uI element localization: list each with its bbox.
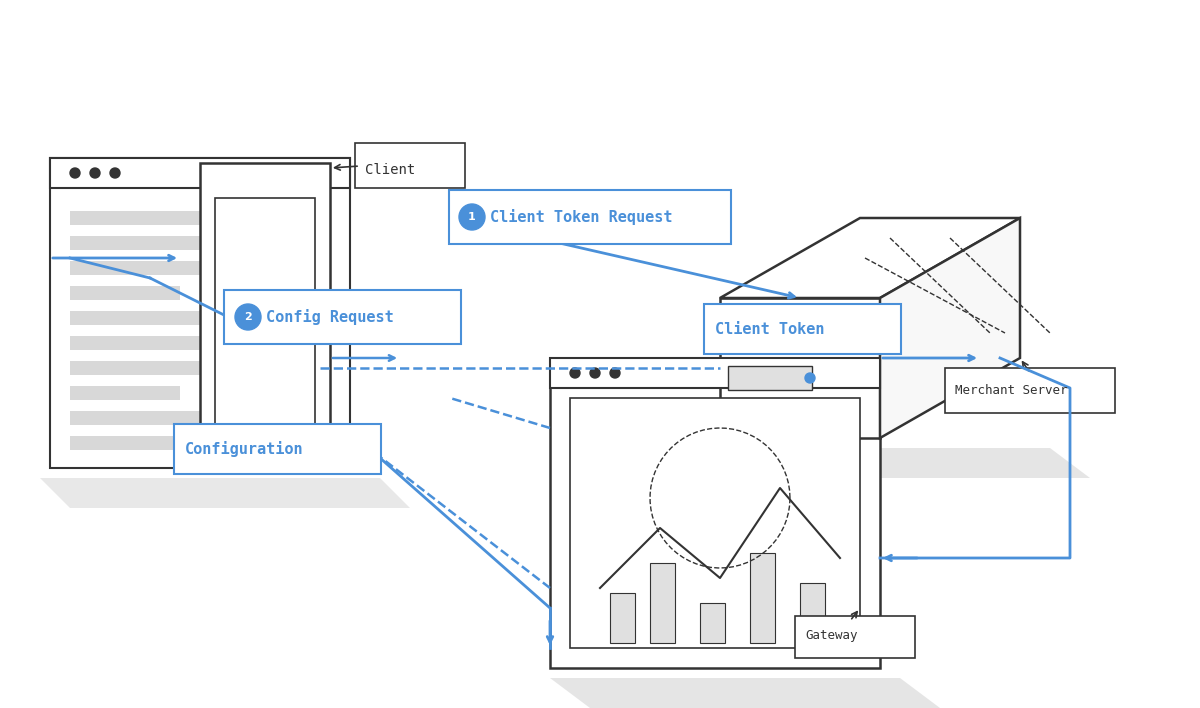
Polygon shape <box>70 286 180 300</box>
Text: Config Request: Config Request <box>266 309 394 325</box>
Polygon shape <box>800 583 826 643</box>
Circle shape <box>235 304 262 330</box>
Polygon shape <box>70 311 250 325</box>
Circle shape <box>257 448 274 464</box>
Text: Client: Client <box>365 163 415 177</box>
Polygon shape <box>550 678 940 708</box>
Polygon shape <box>550 358 880 388</box>
Polygon shape <box>70 261 250 275</box>
Circle shape <box>70 168 80 178</box>
Polygon shape <box>50 158 350 188</box>
Polygon shape <box>70 361 250 375</box>
FancyBboxPatch shape <box>704 304 901 354</box>
Circle shape <box>805 373 815 383</box>
FancyBboxPatch shape <box>224 290 461 344</box>
Circle shape <box>570 368 580 378</box>
FancyBboxPatch shape <box>355 143 466 188</box>
Text: Gateway: Gateway <box>805 629 858 642</box>
Polygon shape <box>720 218 1020 298</box>
Text: Client Token: Client Token <box>715 321 824 336</box>
Circle shape <box>90 168 100 178</box>
Polygon shape <box>70 386 180 400</box>
Polygon shape <box>70 436 210 450</box>
FancyBboxPatch shape <box>174 424 380 474</box>
Polygon shape <box>720 448 1090 478</box>
Circle shape <box>110 168 120 178</box>
Polygon shape <box>215 198 314 438</box>
Polygon shape <box>70 336 210 350</box>
FancyBboxPatch shape <box>796 616 916 658</box>
Polygon shape <box>50 158 350 468</box>
Text: Merchant Server: Merchant Server <box>955 384 1068 396</box>
Polygon shape <box>70 411 250 425</box>
Text: 2: 2 <box>244 312 252 322</box>
Polygon shape <box>200 163 330 473</box>
Polygon shape <box>720 298 880 438</box>
Polygon shape <box>570 398 860 648</box>
Polygon shape <box>610 593 635 643</box>
Polygon shape <box>550 358 880 668</box>
Circle shape <box>590 368 600 378</box>
FancyBboxPatch shape <box>449 190 731 244</box>
Text: Configuration: Configuration <box>185 441 304 457</box>
Polygon shape <box>880 218 1020 438</box>
Polygon shape <box>750 553 775 643</box>
FancyBboxPatch shape <box>946 368 1115 413</box>
Circle shape <box>610 368 620 378</box>
Polygon shape <box>650 563 674 643</box>
Text: Client Token Request: Client Token Request <box>490 209 672 225</box>
Circle shape <box>458 204 485 230</box>
Polygon shape <box>700 603 725 643</box>
Polygon shape <box>40 478 410 508</box>
FancyBboxPatch shape <box>728 366 812 390</box>
Polygon shape <box>70 236 210 250</box>
Polygon shape <box>70 211 250 225</box>
Text: 1: 1 <box>468 212 476 222</box>
